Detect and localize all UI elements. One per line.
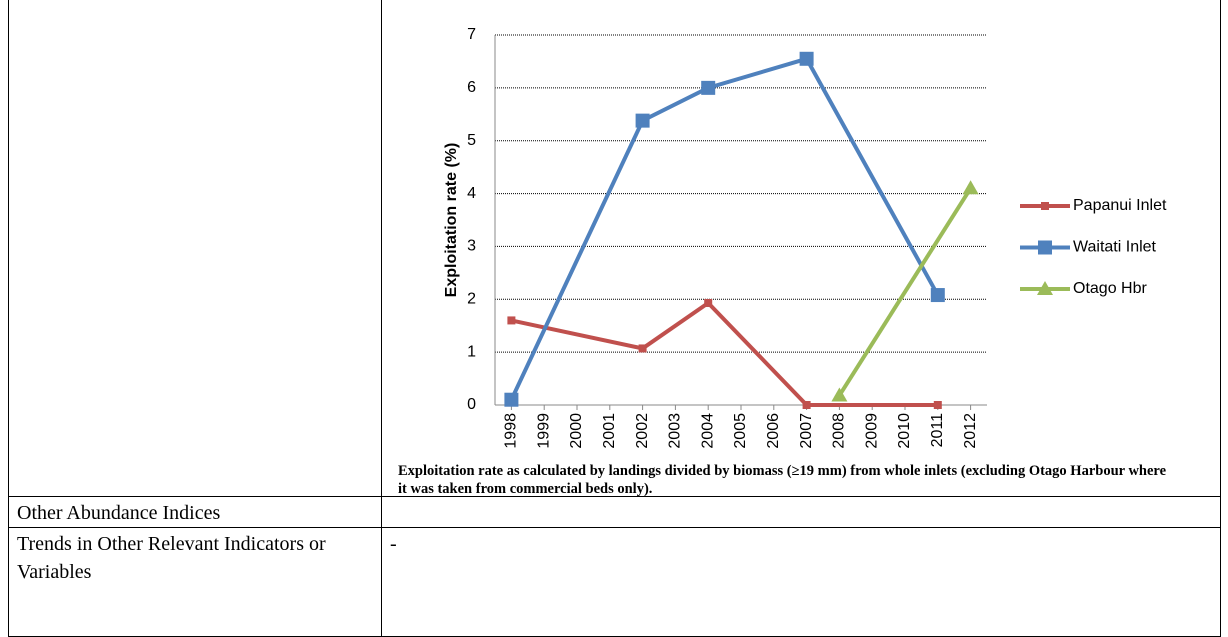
y-tick-label: 0: [467, 396, 476, 413]
data-point: [799, 51, 814, 66]
x-tick-label: 2005: [732, 413, 749, 449]
x-tick-label: 2001: [601, 413, 618, 449]
y-tick-label: 5: [467, 132, 476, 149]
legend-label: Waitati Inlet: [1073, 239, 1157, 256]
caption: Exploitation rate as calculated by landi…: [398, 463, 1167, 497]
chart: Exploitation rate (%) 0 1 2 3 4 5 6 7 1998 1999 20…: [443, 26, 1167, 449]
x-tick-label: 2012: [962, 413, 979, 449]
table-cell: Other Abundance Indices: [8, 496, 382, 528]
data-point: [701, 80, 716, 95]
x-tick-label: 2010: [896, 413, 913, 449]
x-tick-label: 2011: [929, 413, 946, 448]
series-line: [837, 187, 973, 397]
y-tick-label: 4: [467, 185, 476, 202]
data-point: [831, 387, 848, 402]
y-tick-label: 6: [467, 79, 476, 96]
legend-label: Otago Hbr: [1073, 280, 1147, 297]
y-axis-label: Exploitation rate (%): [443, 143, 460, 298]
x-tick-label: 2008: [831, 413, 848, 449]
x-tick-label: 2003: [667, 413, 684, 449]
x-tick-label: 2000: [568, 413, 585, 449]
series-line: [509, 56, 940, 401]
x-tick-label: 1999: [535, 413, 552, 449]
data-point: [802, 401, 811, 409]
data-point: [504, 392, 519, 407]
data-point: [930, 288, 945, 303]
data-point: [635, 113, 650, 128]
legend-marker: [1041, 202, 1049, 210]
legend-marker: [1037, 281, 1053, 295]
data-point: [962, 180, 979, 195]
y-tick-label: 3: [467, 238, 476, 255]
x-tick-label: 2007: [798, 413, 815, 449]
x-tick-label: 2004: [699, 413, 716, 449]
legend-label: Papanui Inlet: [1073, 197, 1167, 214]
y-tick-label: 2: [467, 291, 476, 308]
y-tick-label: 1: [467, 343, 476, 360]
table-cell: [381, 496, 1221, 528]
data-point: [638, 344, 647, 353]
x-tick-label: 1998: [503, 413, 520, 449]
data-point: [704, 298, 713, 307]
data-point: [933, 401, 942, 409]
x-tick-label: 2009: [863, 413, 880, 449]
data-point: [507, 316, 516, 325]
table-cell: -: [381, 527, 1221, 637]
y-tick-label: 7: [467, 26, 476, 43]
x-tick-label: 2002: [634, 413, 651, 449]
x-tick-label: 2006: [765, 413, 782, 449]
series-line: [510, 300, 938, 407]
legend-marker: [1038, 240, 1052, 255]
table-cell: Trends in Other Relevant Indicators or V…: [8, 527, 382, 637]
